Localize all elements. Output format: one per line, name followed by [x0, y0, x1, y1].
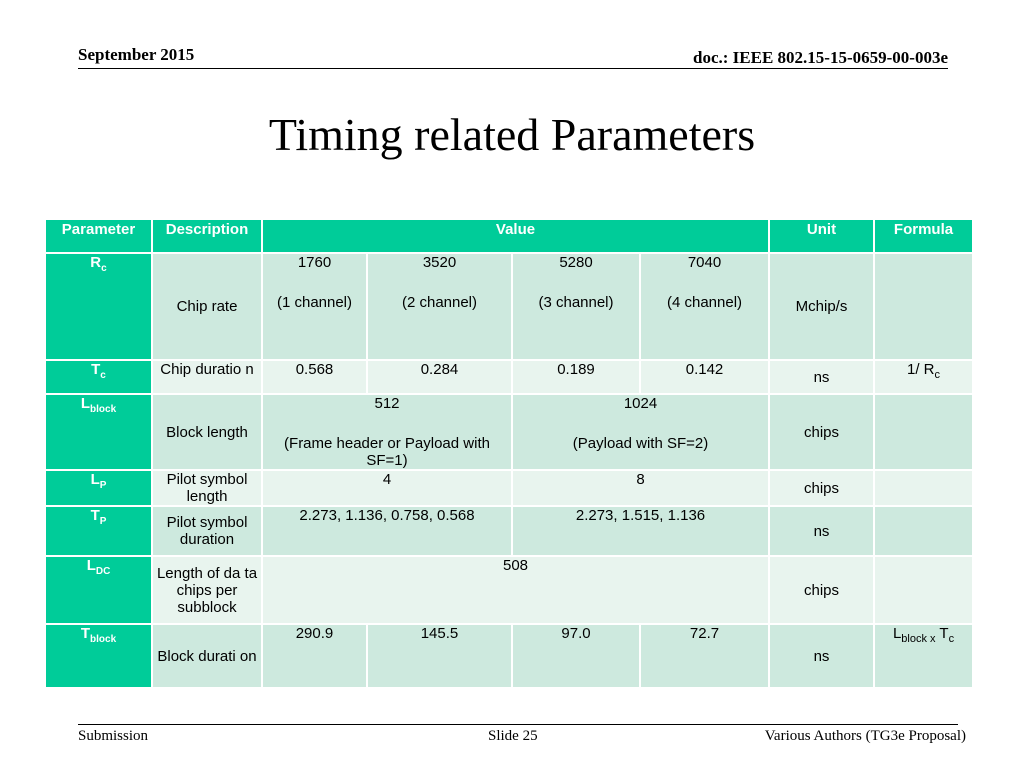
table-row: Lblock Block length 512 (Frame header or …: [44, 393, 975, 471]
footer-divider: [78, 724, 958, 725]
header-date: September 2015: [78, 45, 195, 64]
table-row: LDC Length of da ta chips per subblock 5…: [44, 555, 975, 625]
formula-cell: [873, 393, 975, 471]
value-cell: 290.9: [261, 623, 368, 689]
value-cell: 1760 (1 channel): [261, 252, 368, 361]
table-row: Tblock Block durati on 290.9 145.5 97.0 …: [44, 623, 975, 689]
column-header-value: Value: [260, 218, 771, 254]
value-cell: 512 (Frame header or Payload with SF=1): [261, 393, 513, 471]
param-cell: LDC: [44, 555, 153, 625]
unit-cell: chips: [768, 469, 876, 507]
description-cell: Chip duratio n: [151, 359, 263, 395]
value-cell: 5280 (3 channel): [511, 252, 641, 361]
table-row: LP Pilot symbol length 4 8 chips: [44, 469, 975, 507]
table-row: TP Pilot symbol duration 2.273, 1.136, 0…: [44, 505, 975, 557]
table-row: Rc Chip rate 1760 (1 channel) 3520 (2 chan…: [44, 252, 975, 361]
description-cell: Block durati on: [151, 623, 263, 689]
column-header-description: Description: [151, 218, 263, 254]
formula-cell: 1/ Rc: [873, 359, 975, 395]
param-cell: TP: [44, 505, 153, 557]
column-header-unit: Unit: [768, 218, 876, 254]
value-cell: 0.284: [366, 359, 513, 395]
unit-cell: chips: [768, 393, 876, 471]
table-header-row: Parameter Description Value Unit Formula: [44, 218, 975, 254]
param-cell: Lblock: [44, 393, 153, 471]
unit-cell: ns: [768, 359, 876, 395]
value-cell: 8: [510, 469, 771, 507]
timing-parameters-table: Parameter Description Value Unit Formula…: [44, 218, 975, 689]
value-cell: 0.189: [511, 359, 641, 395]
param-cell: Rc: [44, 252, 153, 361]
footer-slide-number: Slide 25: [488, 728, 538, 744]
description-cell: Pilot symbol duration: [151, 505, 263, 557]
value-cell: 2.273, 1.515, 1.136: [510, 505, 771, 557]
param-cell: Tblock: [44, 623, 153, 689]
footer-submission: Submission: [78, 728, 149, 744]
value-cell: 97.0: [511, 623, 641, 689]
formula-cell: [873, 469, 975, 507]
header-divider: [78, 68, 948, 69]
value-cell: 3520 (2 channel): [366, 252, 513, 361]
unit-cell: Mchip/s: [768, 252, 876, 361]
param-cell: LP: [44, 469, 153, 507]
value-cell: 1024 (Payload with SF=2): [510, 393, 771, 471]
param-cell: Tc: [44, 359, 153, 395]
description-cell: Length of da ta chips per subblock: [151, 555, 263, 625]
unit-cell: ns: [768, 623, 876, 689]
unit-cell: chips: [768, 555, 876, 625]
formula-cell: [873, 555, 975, 625]
value-cell: 0.568: [261, 359, 368, 395]
table-row: Tc Chip duratio n 0.568 0.284 0.189 0.14…: [44, 359, 975, 395]
value-cell: 508: [260, 555, 771, 625]
value-cell: 2.273, 1.136, 0.758, 0.568: [261, 505, 513, 557]
description-cell: Pilot symbol length: [151, 469, 263, 507]
unit-cell: ns: [768, 505, 876, 557]
column-header-parameter: Parameter: [44, 218, 153, 254]
slide-title: Timing related Parameters: [268, 109, 756, 160]
formula-cell: [873, 252, 975, 361]
value-cell: 7040 (4 channel): [638, 252, 771, 361]
description-cell: Chip rate: [151, 252, 263, 361]
description-cell: Block length: [151, 393, 263, 471]
value-cell: 4: [261, 469, 513, 507]
value-cell: 0.142: [638, 359, 771, 395]
formula-cell: Lblock x Tc: [873, 623, 975, 689]
column-header-formula: Formula: [873, 218, 975, 254]
formula-cell: [873, 505, 975, 557]
header-doc-id: doc.: IEEE 802.15-15-0659-00-003e: [693, 48, 948, 67]
footer-authors: Various Authors (TG3e Proposal): [764, 728, 966, 744]
value-cell: 72.7: [638, 623, 771, 689]
value-cell: 145.5: [366, 623, 513, 689]
